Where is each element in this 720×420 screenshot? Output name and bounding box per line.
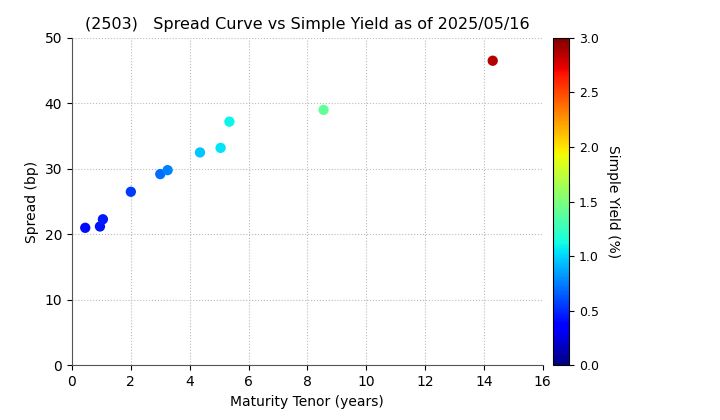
Point	[224, 118, 235, 125]
Y-axis label: Simple Yield (%): Simple Yield (%)	[606, 145, 620, 258]
Point	[79, 224, 91, 231]
Point	[194, 149, 206, 156]
Point	[318, 107, 329, 113]
Point	[162, 167, 174, 173]
Title: (2503)   Spread Curve vs Simple Yield as of 2025/05/16: (2503) Spread Curve vs Simple Yield as o…	[85, 18, 530, 32]
Point	[215, 144, 226, 151]
Point	[97, 216, 109, 223]
X-axis label: Maturity Tenor (years): Maturity Tenor (years)	[230, 395, 384, 409]
Y-axis label: Spread (bp): Spread (bp)	[25, 160, 39, 243]
Point	[125, 189, 137, 195]
Point	[94, 223, 106, 230]
Point	[155, 171, 166, 177]
Point	[487, 58, 498, 64]
